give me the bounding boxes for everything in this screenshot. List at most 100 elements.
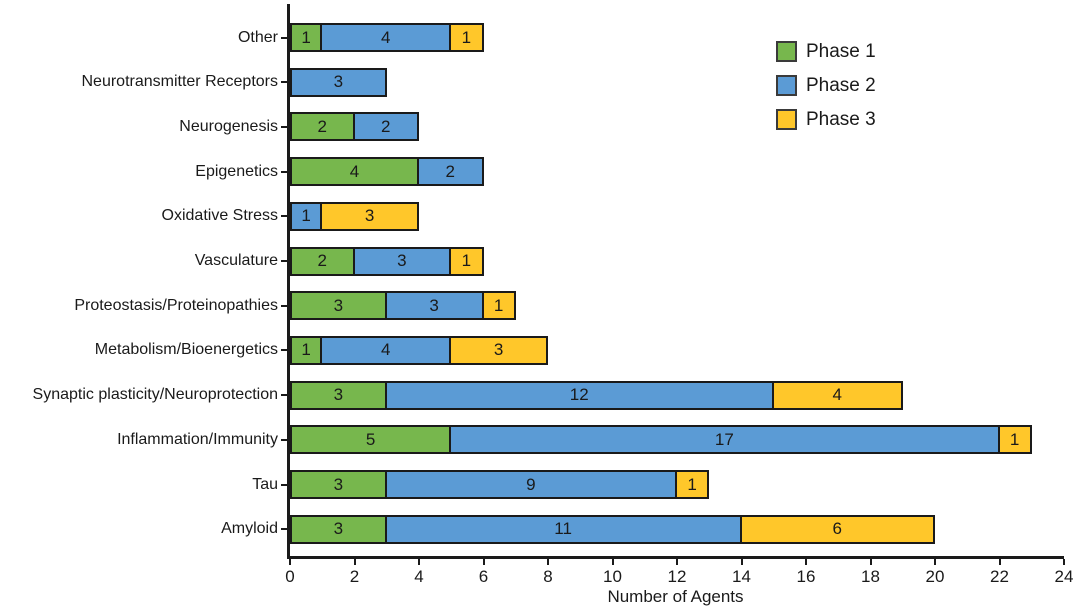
bar-segment-phase-2: 9 [384,470,677,499]
segment-value-label: 2 [317,251,327,270]
x-tick [740,559,743,565]
legend-swatch-phase-3-icon [776,109,797,130]
segment-value-label: 4 [349,161,360,181]
category-label: Proteostasis/Proteinopathies [74,296,278,314]
legend-label-phase-3: Phase 3 [806,109,876,130]
bar-segment-phase-3: 1 [997,425,1032,455]
x-tick-label: 10 [603,567,622,586]
category-label: Synaptic plasticity/Neuroprotection [32,386,278,404]
legend-label-phase-1: Phase 1 [806,41,876,62]
x-tick-label: 8 [543,567,553,586]
legend-swatch-phase-1-icon [776,41,797,62]
segment-value-label: 11 [554,519,572,539]
bar-segment-phase-3: 3 [449,335,548,365]
x-tick [418,559,420,565]
bar-segment-phase-1: 3 [290,380,387,410]
y-tick [281,36,287,39]
bar-segment-phase-1: 3 [290,470,387,499]
segment-value-label: 12 [569,385,589,405]
bar-segment-phase-1: 2 [290,112,355,142]
segment-value-label: 1 [461,251,472,270]
bar-segment-phase-2: 11 [384,514,742,544]
bar-segment-phase-2: 4 [320,23,452,52]
bar-segment-phase-2: 3 [352,246,452,276]
bar-segment-phase-1: 2 [290,246,355,276]
bar-segment-phase-1: 5 [290,425,452,455]
segment-value-label: 2 [381,116,391,136]
segment-value-label: 4 [381,340,391,360]
segment-value-label: 9 [526,474,536,494]
x-tick-label: 6 [478,567,489,586]
segment-value-label: 1 [301,27,311,47]
segment-value-label: 3 [333,385,344,405]
legend: Phase 1 Phase 2 Phase 3 [776,40,876,142]
bar-segment-phase-2: 2 [352,112,419,142]
bar-segment-phase-3: 1 [449,23,484,52]
bar-segment-phase-2: 3 [290,67,387,97]
category-label: Other [237,28,278,46]
x-tick [676,559,678,565]
segment-value-label: 3 [333,519,344,539]
y-tick [281,260,287,262]
segment-value-label: 1 [687,474,697,494]
legend-item-phase-1: Phase 1 [776,40,876,63]
y-tick [281,394,287,397]
category-label: Tau [252,475,278,493]
segment-value-label: 3 [333,72,344,92]
category-label: Vasculature [194,252,278,269]
segment-value-label: 3 [429,295,439,315]
bar-segment-phase-3: 3 [320,201,419,231]
x-tick-label: 0 [285,567,295,586]
x-tick-label: 16 [796,567,816,586]
legend-item-phase-3: Phase 3 [776,108,876,131]
segment-value-label: 17 [714,429,734,449]
segment-value-label: 3 [333,295,344,315]
x-tick [998,559,1001,565]
y-tick [281,438,287,441]
segment-value-label: 3 [493,340,504,360]
y-tick [281,483,287,486]
bar-segment-phase-2: 2 [417,157,484,187]
x-tick-label: 20 [925,567,945,586]
segment-value-label: 1 [493,295,504,315]
x-tick [482,559,485,565]
bar-segment-phase-3: 6 [739,514,935,544]
bar-segment-phase-1: 4 [290,157,419,187]
x-tick [1063,559,1065,565]
x-tick-label: 24 [1054,567,1074,586]
bar-segment-phase-1: 3 [290,291,387,321]
x-axis-title: Number of Agents [607,587,744,606]
bar-segment-phase-2: 12 [384,380,774,410]
segment-value-label: 3 [333,474,344,494]
x-tick-label: 2 [349,567,360,586]
x-tick [934,559,936,565]
bar-segment-phase-1: 1 [290,335,323,365]
x-axis-line [287,556,1064,559]
category-label: Metabolism/Bioenergetics [94,341,278,359]
category-label: Neurogenesis [179,117,278,135]
y-tick [281,170,287,173]
x-tick-label: 18 [861,567,880,586]
segment-value-label: 3 [364,206,375,226]
category-label: Amyloid [221,520,278,538]
segment-value-label: 4 [381,27,391,47]
segment-value-label: 1 [1009,429,1020,449]
x-tick-label: 14 [732,567,751,586]
y-tick [281,304,287,307]
bar-segment-phase-3: 1 [481,291,516,321]
category-label: Epigenetics [195,162,278,180]
y-tick [281,125,287,128]
y-tick [281,528,287,531]
bar-segment-phase-2: 1 [290,201,323,231]
bar-segment-phase-2: 4 [320,335,452,365]
x-tick [289,559,291,565]
segment-value-label: 1 [301,206,311,226]
category-label: Oxidative Stress [161,207,278,225]
bar-segment-phase-2: 3 [384,291,484,321]
y-axis-line [287,4,290,559]
category-label: Neurotransmitter Receptors [81,73,278,91]
y-tick [281,81,287,84]
y-tick [281,349,287,352]
segment-value-label: 2 [317,116,327,136]
